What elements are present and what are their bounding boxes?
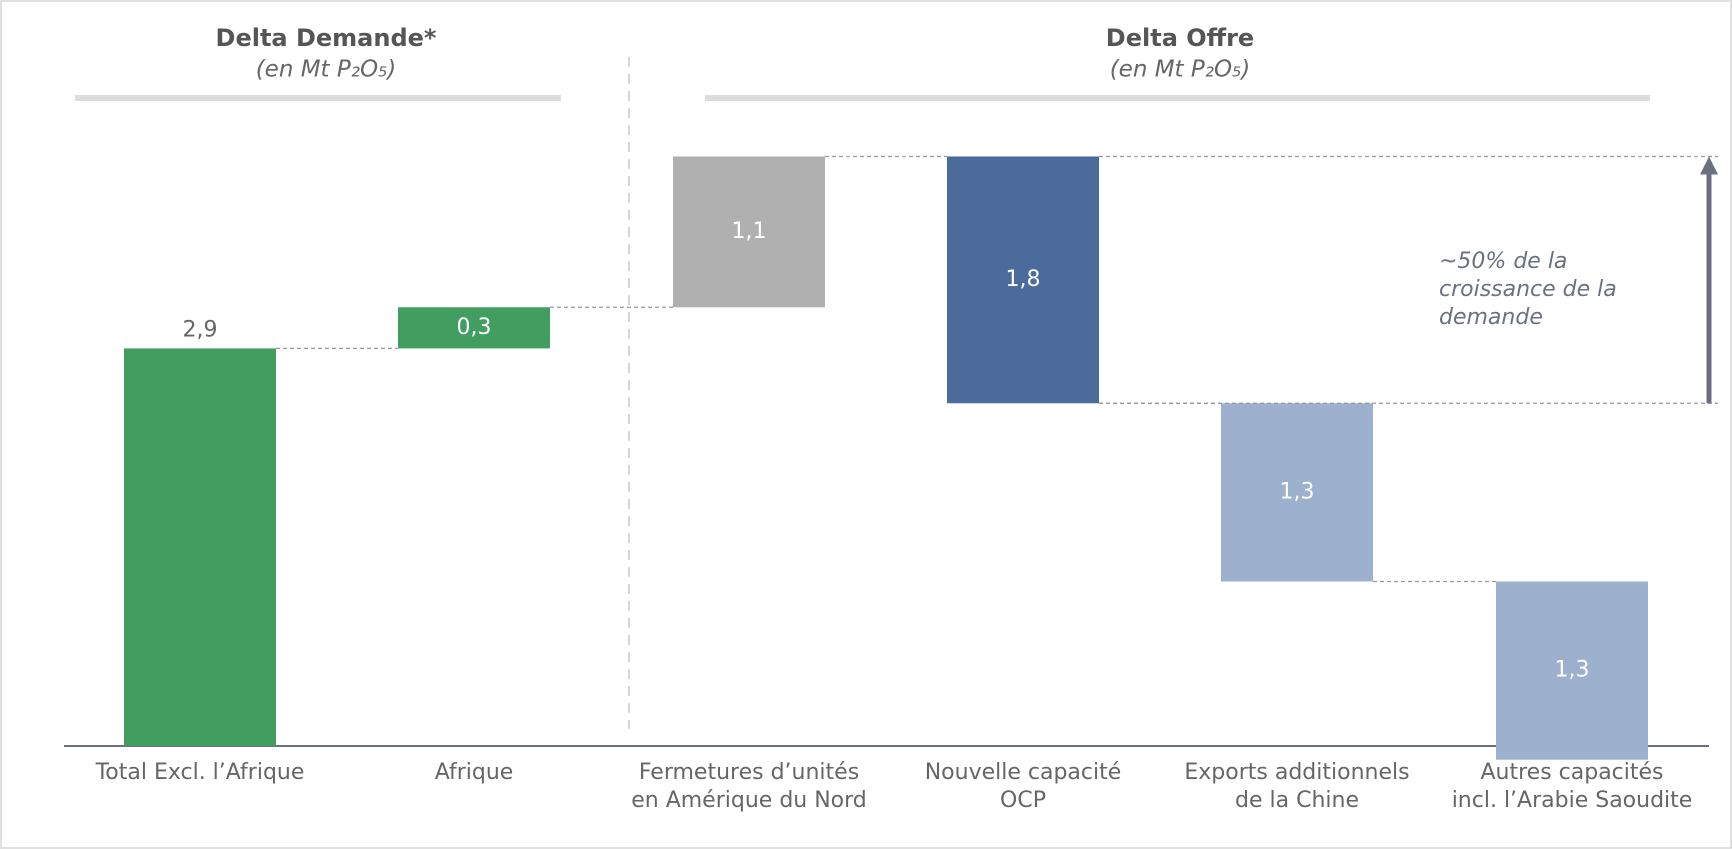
annotation: ~50% de la	[1439, 249, 1567, 274]
bar	[124, 348, 276, 746]
annotation: demande	[1439, 305, 1543, 330]
x-tick-label: Fermetures d’unités	[639, 760, 859, 785]
annotation: croissance de la	[1439, 277, 1617, 302]
x-tick-label: en Amérique du Nord	[631, 788, 867, 813]
x-tick-label: OCP	[1000, 788, 1046, 813]
value-label: 1,8	[1006, 267, 1041, 292]
value-label: 1,3	[1555, 658, 1590, 683]
x-tick-label: Autres capacités	[1480, 760, 1663, 785]
arrow-head	[1700, 156, 1718, 175]
value-label: 2,9	[183, 317, 218, 342]
value-label: 1,1	[732, 219, 767, 244]
x-tick-label: de la Chine	[1235, 788, 1359, 813]
header-subtitle: (en Mt P₂O₅)	[1110, 57, 1251, 83]
bar	[673, 156, 825, 308]
bar	[1221, 403, 1373, 582]
bar	[947, 156, 1099, 404]
header-title: Delta Offre	[1106, 24, 1254, 52]
bar	[398, 307, 550, 349]
value-label: 0,3	[457, 315, 492, 340]
x-tick-label: Nouvelle capacité	[925, 760, 1122, 785]
bar	[1496, 581, 1648, 760]
header-title: Delta Demande*	[216, 24, 437, 52]
value-label: 1,3	[1280, 479, 1315, 504]
header-subtitle: (en Mt P₂O₅)	[256, 57, 397, 83]
x-tick-label: Exports additionnels	[1184, 760, 1409, 785]
x-tick-label: Afrique	[435, 760, 514, 785]
x-tick-label: Total Excl. l’Afrique	[95, 760, 305, 785]
x-tick-label: incl. l’Arabie Saoudite	[1452, 788, 1693, 813]
